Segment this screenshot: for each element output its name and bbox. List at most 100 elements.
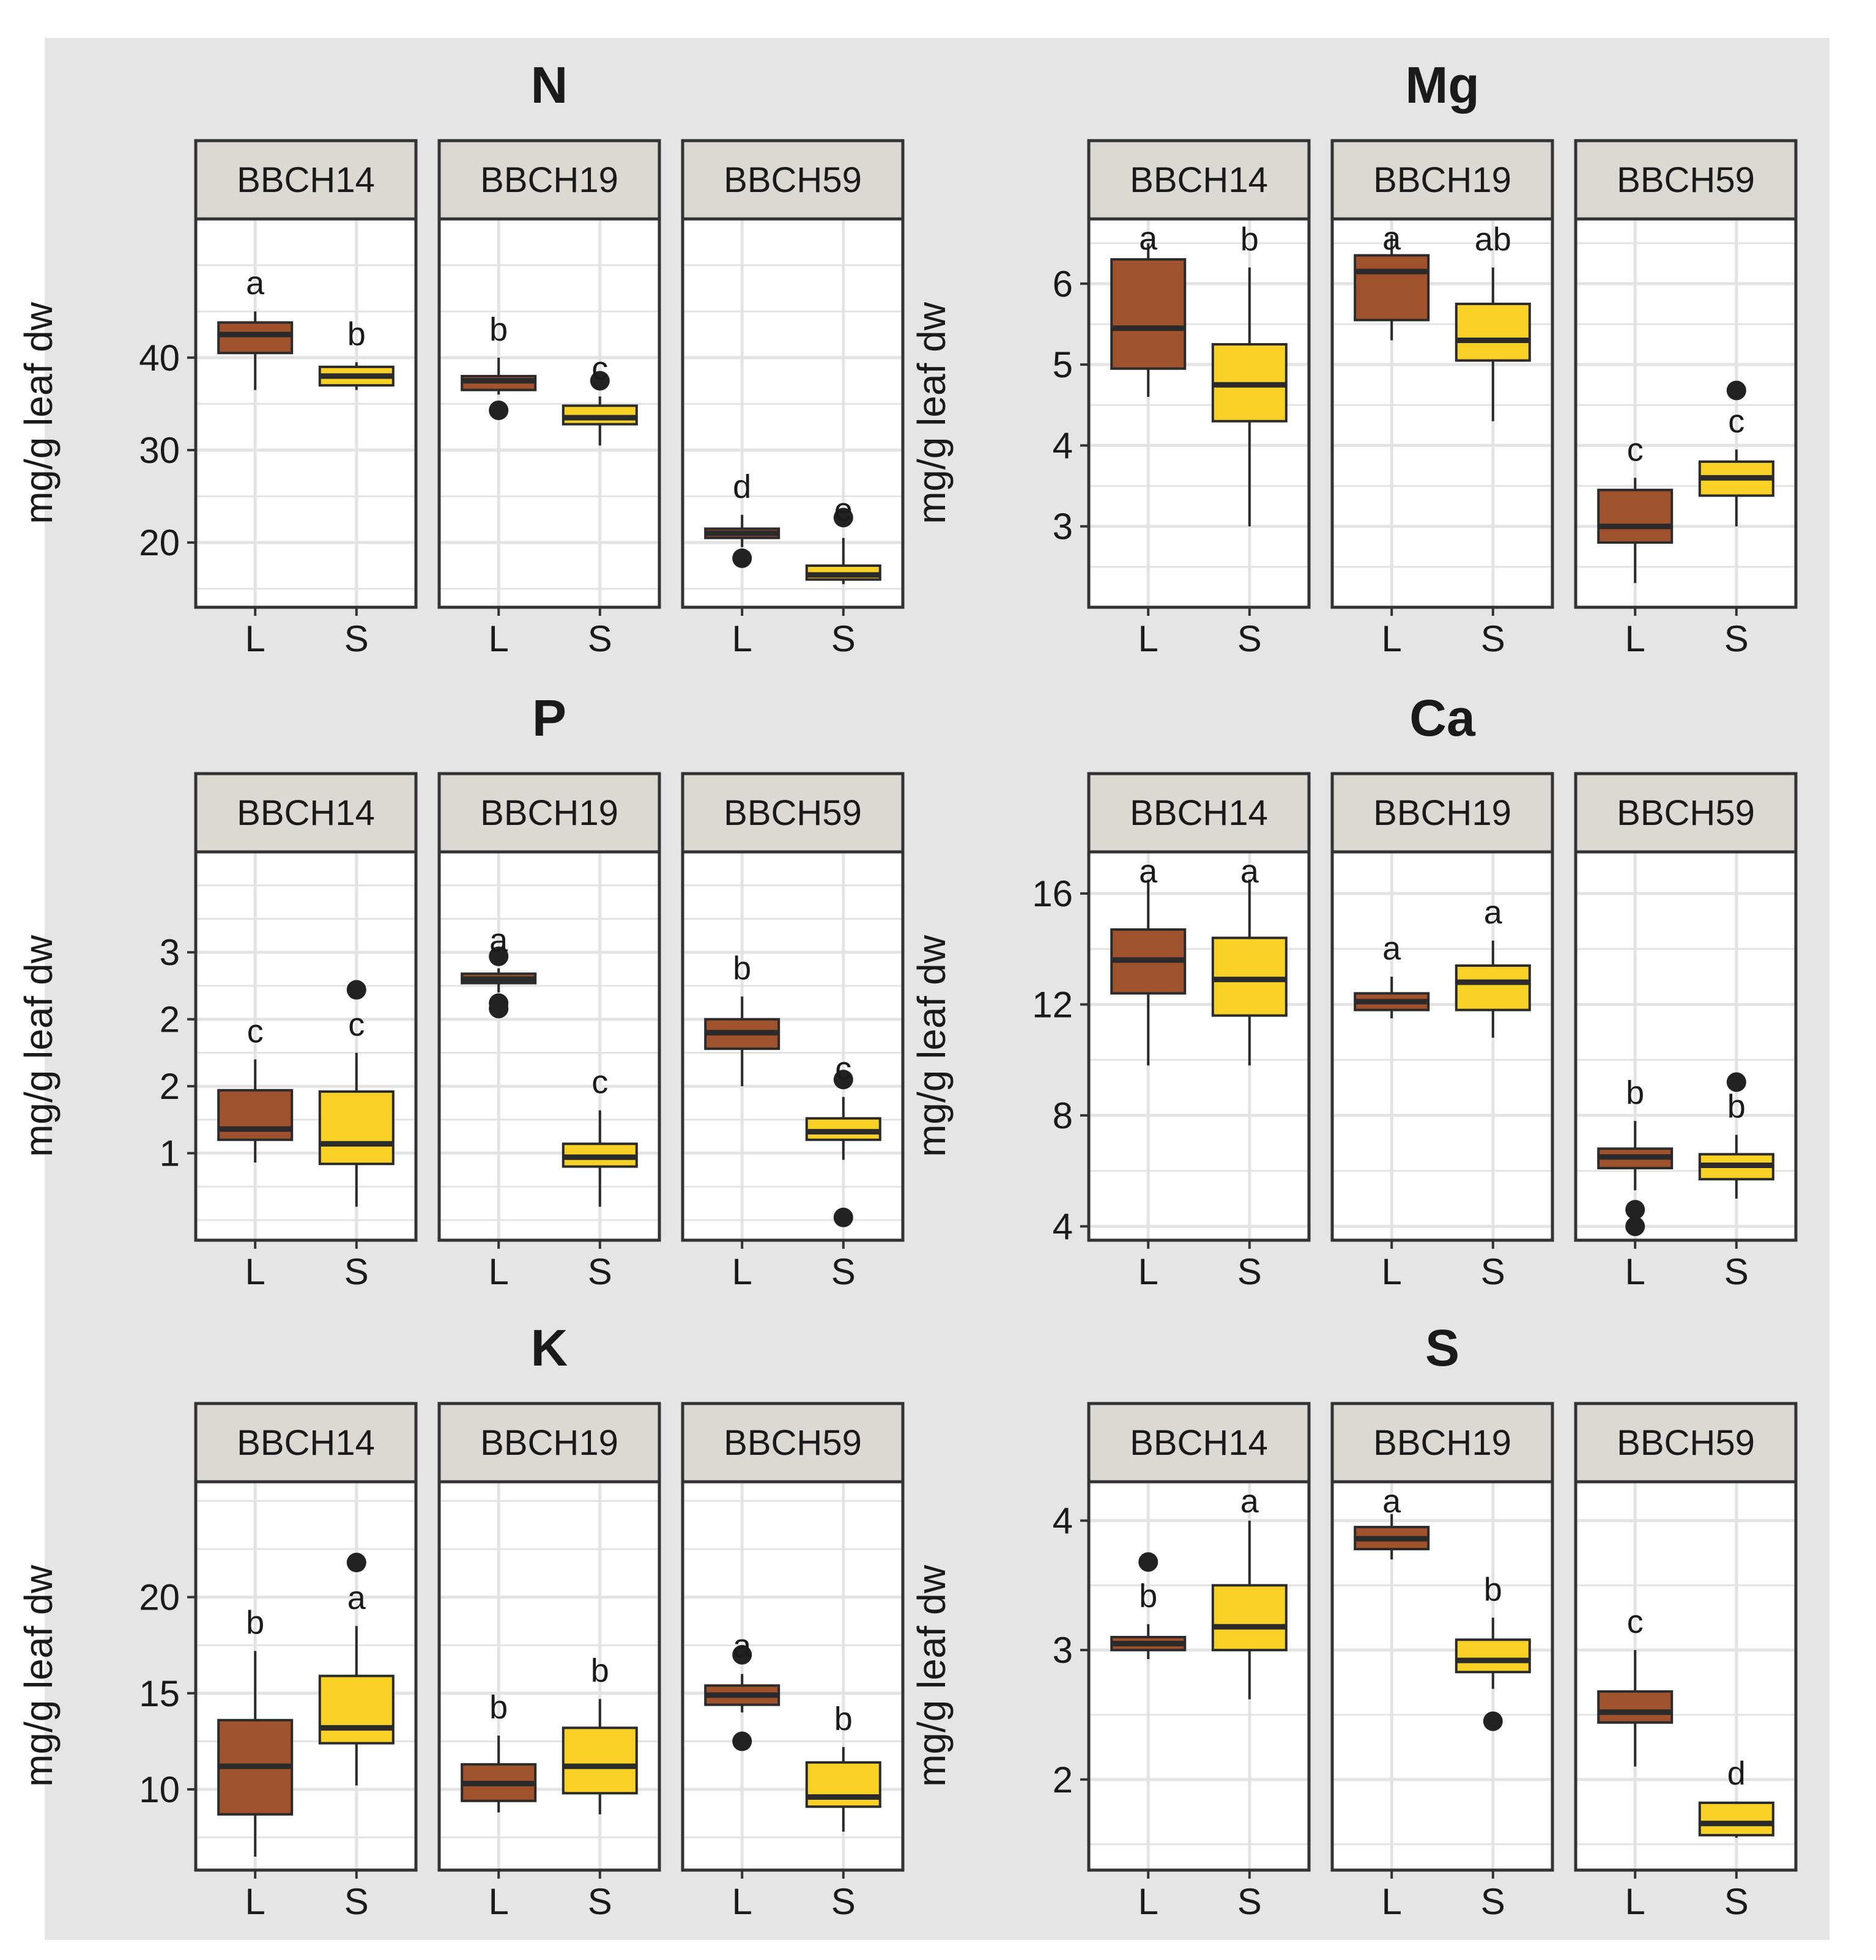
box-iqr — [1110, 258, 1187, 370]
x-tick-label: S — [1237, 618, 1262, 659]
x-tick-label: L — [732, 1881, 752, 1922]
facet-panel — [683, 1482, 903, 1870]
box-iqr — [1211, 1584, 1288, 1652]
facet-panel — [1089, 1482, 1309, 1870]
box-l: d — [704, 468, 780, 568]
y-tick-label: 3 — [1053, 506, 1073, 547]
x-tick-label: L — [489, 1251, 509, 1292]
outlier-point — [489, 993, 509, 1013]
facet-bbch14: BBCH14 a b L S — [194, 139, 418, 659]
facet-bbch14: BBCH14 b a L S — [1087, 1402, 1311, 1922]
box-l: b — [461, 311, 537, 420]
box-l: a — [217, 265, 294, 390]
facet-strip — [437, 139, 661, 221]
x-tick-label: L — [489, 618, 509, 659]
x-tick-label: S — [1481, 1881, 1505, 1922]
outlier-point — [489, 400, 509, 420]
chart-title: K — [531, 1319, 568, 1377]
facet-strip-label: BBCH19 — [1373, 1423, 1511, 1463]
box-s: b — [805, 1701, 881, 1832]
y-tick-label: 4 — [1053, 425, 1073, 466]
box-l: a — [461, 922, 537, 1019]
facet-frame — [1574, 217, 1798, 609]
x-tick-label: L — [1625, 1881, 1645, 1922]
box-iqr — [1698, 1801, 1774, 1836]
facet-strip — [681, 772, 905, 854]
facet-panel — [1089, 852, 1309, 1240]
outlier-point — [833, 508, 853, 528]
significance-letter: c — [835, 1051, 851, 1087]
box-s: c — [562, 1064, 638, 1207]
facet-strip-label: BBCH59 — [724, 1423, 862, 1463]
box-s: a — [1211, 853, 1288, 1066]
facet-strip-label: BBCH59 — [724, 160, 862, 200]
box-iqr — [562, 1726, 638, 1795]
facet-strip-label: BBCH14 — [237, 160, 375, 200]
outlier-point — [489, 946, 509, 966]
x-tick-label: S — [831, 1881, 856, 1922]
x-tick-label: L — [245, 1251, 265, 1292]
outlier-point — [1483, 1711, 1503, 1731]
x-tick-label: L — [1382, 618, 1402, 659]
significance-letter: c — [591, 1064, 608, 1101]
facet-strip — [194, 139, 418, 221]
box-s: c — [805, 1051, 881, 1227]
y-axis-label: mg/g leaf dw — [910, 301, 954, 524]
box-l: c — [1597, 1603, 1674, 1767]
box-l: a — [1354, 1483, 1430, 1559]
significance-letter: b — [246, 1605, 264, 1641]
facet-panel — [1576, 219, 1796, 607]
significance-letter: a — [1139, 220, 1158, 257]
box-l: a — [1110, 220, 1187, 398]
significance-letter: b — [1139, 1578, 1157, 1614]
x-tick-label: S — [344, 618, 369, 659]
outlier-point — [590, 371, 610, 391]
significance-letter: a — [246, 265, 265, 301]
facet-strip-label: BBCH14 — [1130, 160, 1268, 200]
box-l: b — [217, 1605, 294, 1857]
facet-strip-label: BBCH19 — [1373, 793, 1511, 833]
outlier-point — [732, 548, 752, 568]
significance-letter: c — [1627, 1603, 1644, 1640]
facet-frame — [1330, 850, 1554, 1242]
facet-strip-label: BBCH19 — [480, 1423, 618, 1463]
chart-title: Ca — [1409, 689, 1476, 747]
y-tick-label: 8 — [1053, 1095, 1073, 1136]
box-l: a — [1354, 930, 1430, 1019]
significance-letter: b — [1484, 1571, 1502, 1608]
facet-bbch59: BBCH59 b c L S — [681, 772, 905, 1292]
facet-bbch19: BBCH19 b b L S — [437, 1402, 661, 1922]
x-tick-label: S — [831, 1251, 856, 1292]
box-l: c — [217, 1013, 294, 1163]
y-tick-label: 10 — [139, 1769, 180, 1810]
significance-letter: a — [1382, 1483, 1401, 1520]
facet-panel — [439, 852, 659, 1240]
x-tick-label: S — [1481, 618, 1505, 659]
y-tick-label: 6 — [1053, 264, 1073, 305]
significance-letter: b — [489, 311, 508, 348]
facet-frame — [194, 850, 418, 1242]
box-iqr — [318, 1674, 395, 1745]
y-tick-label: 4 — [1053, 1206, 1073, 1247]
box-s: e — [805, 492, 881, 585]
outlier-point — [346, 980, 366, 1000]
y-tick-label: 2 — [1053, 1759, 1073, 1800]
outlier-point — [833, 1207, 853, 1227]
y-tick-label: 20 — [139, 522, 180, 563]
box-s: c — [1698, 380, 1774, 527]
outlier-point — [1625, 1216, 1645, 1237]
x-tick-label: S — [1724, 1251, 1749, 1292]
significance-letter: a — [1240, 853, 1259, 890]
facet-bbch59: BBCH59 b b L S — [1574, 772, 1798, 1292]
significance-letter: b — [1240, 221, 1259, 257]
facet-panel — [196, 852, 416, 1240]
box-s: c — [318, 980, 395, 1207]
outlier-point — [1726, 1072, 1746, 1092]
chart-title: P — [532, 689, 566, 747]
box-iqr — [1597, 1690, 1674, 1724]
outlier-point — [346, 1553, 366, 1573]
significance-letter: a — [1382, 930, 1401, 967]
